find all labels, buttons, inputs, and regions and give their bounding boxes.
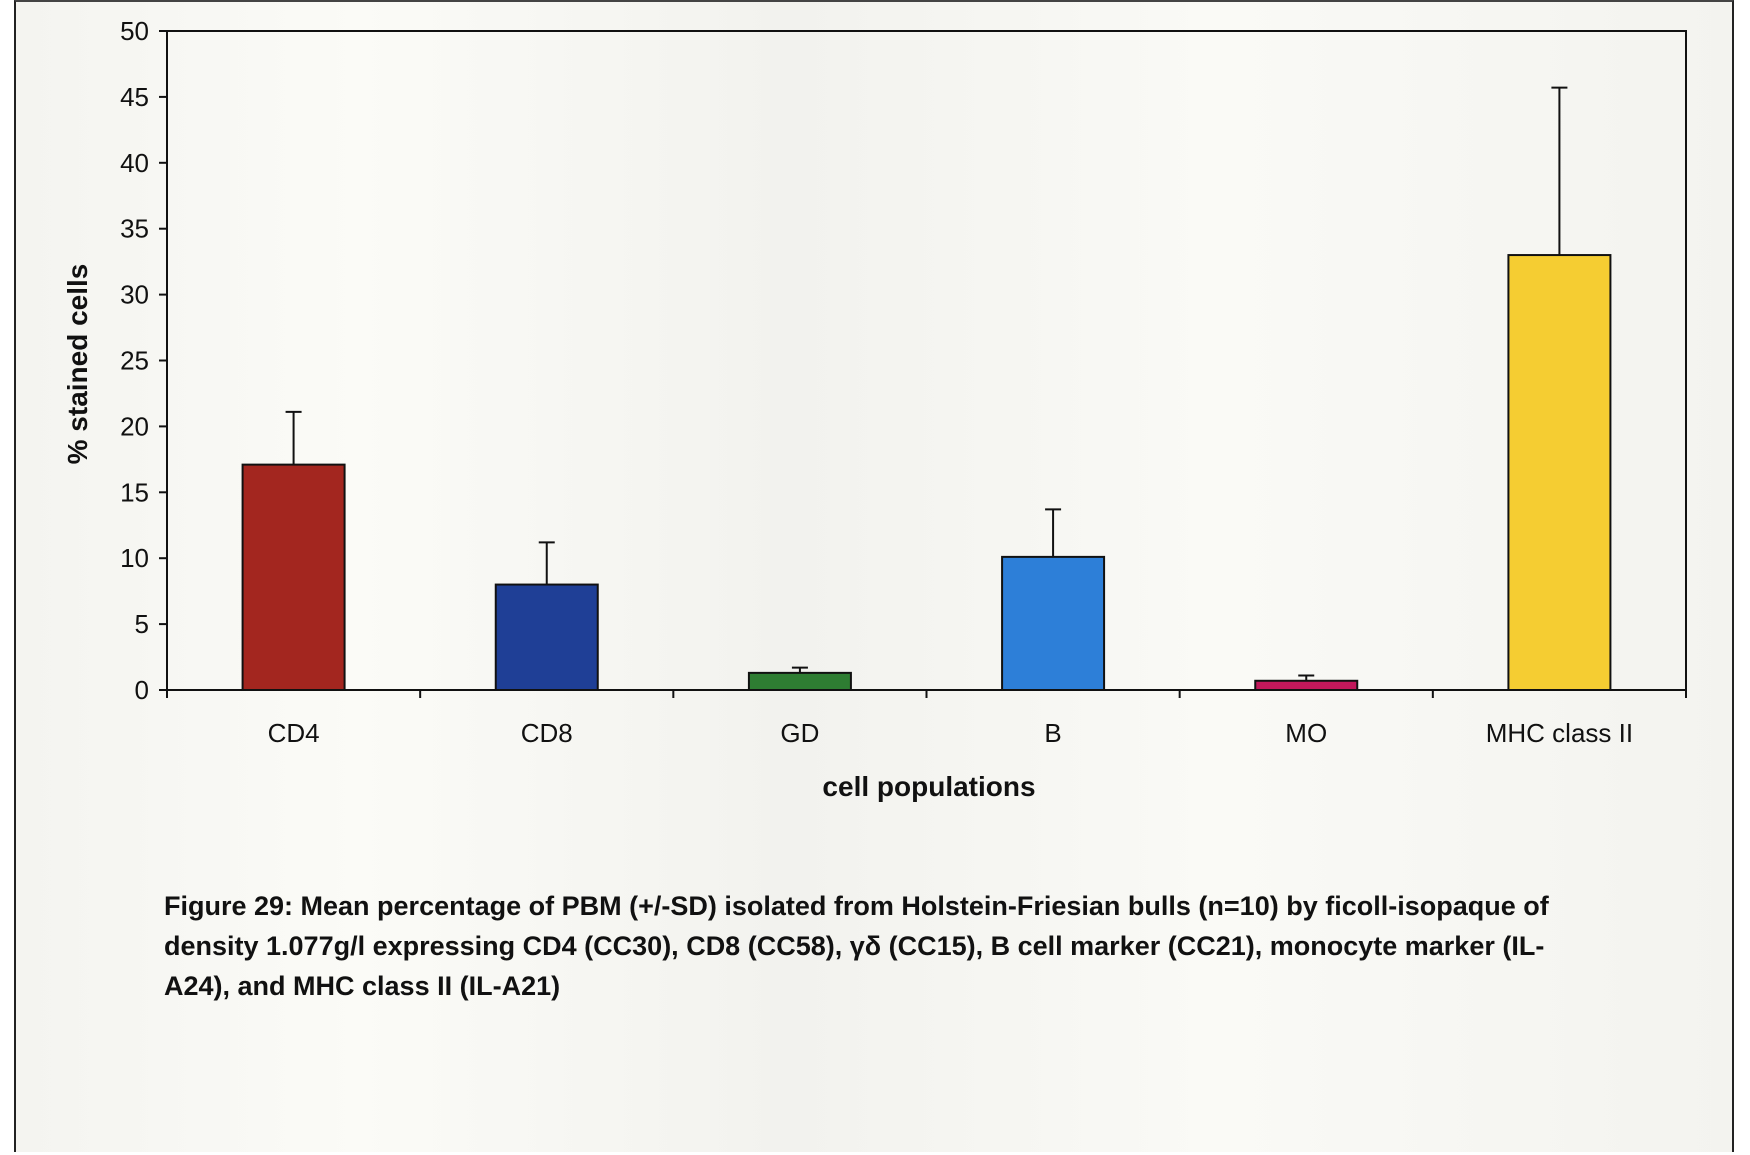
bar-cd4 (241, 463, 346, 692)
plot-area-border (166, 30, 1687, 691)
y-tick-label: 40 (120, 148, 149, 178)
y-tick-label: 10 (120, 543, 149, 573)
y-tick-label: 5 (135, 609, 149, 639)
bar-mo (1254, 679, 1359, 691)
bar-gd (747, 671, 852, 692)
y-tick-label: 15 (120, 477, 149, 507)
x-tick-label: CD4 (268, 718, 320, 748)
bar-cd8 (494, 583, 599, 691)
x-tick-label: B (1044, 718, 1061, 748)
y-axis-title: % stained cells (62, 264, 93, 465)
x-tick-label: GD (780, 718, 819, 748)
figure-caption: Figure 29: Mean percentage of PBM (+/-SD… (164, 891, 1549, 1001)
bar-mhc-class-ii (1507, 254, 1612, 691)
y-tick-label: 45 (120, 82, 149, 112)
x-tick-label: MHC class II (1486, 718, 1633, 748)
y-tick-label: 35 (120, 214, 149, 244)
x-axis-title: cell populations (822, 771, 1035, 802)
y-tick-label: 0 (135, 675, 149, 705)
y-tick-label: 50 (120, 16, 149, 46)
y-tick-label: 20 (120, 411, 149, 441)
x-tick-label: CD8 (521, 718, 573, 748)
y-tick-label: 25 (120, 346, 149, 376)
bar-chart: 0 5 10 15 20 25 30 35 40 45 50 CD4 CD8 GD B MO MHC class… (62, 16, 1687, 802)
bar-b (1001, 555, 1106, 692)
x-tick-label: MO (1285, 718, 1327, 748)
y-tick-label: 30 (120, 280, 149, 310)
